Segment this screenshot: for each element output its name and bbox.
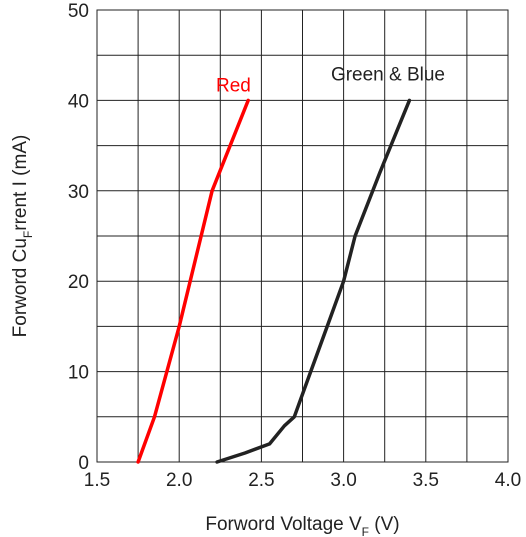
y-tick-label: 0 [78, 453, 89, 474]
y-tick-label: 10 [68, 363, 89, 384]
x-axis-label-suffix: (V) [369, 514, 400, 535]
y-tick-labels: 0 10 20 30 40 50 [68, 1, 89, 474]
y-tick-label: 40 [68, 91, 89, 112]
y-axis-label: Forword CuFrrent I (mA) [10, 135, 35, 338]
x-tick-labels: 1.5 2.0 2.5 3.0 3.5 4.0 [84, 470, 521, 491]
y-tick-label: 20 [68, 272, 89, 293]
series-line-green-blue [215, 98, 412, 464]
series-label-green-blue: Green & Blue [331, 65, 445, 86]
x-tick-label: 3.0 [330, 470, 356, 491]
x-axis-label-subscript: F [362, 525, 369, 537]
x-axis-label: Forword Voltage VF (V) [205, 514, 399, 537]
y-axis-label-subscript: F [21, 231, 35, 238]
x-axis-label-text: Forword Voltage V [205, 514, 362, 535]
x-tick-label: 1.5 [84, 470, 110, 491]
series-line-red [136, 98, 250, 464]
y-axis-label-suffix: rrent I (mA) [10, 135, 31, 231]
series-label-red: Red [216, 75, 251, 96]
plot-frame [96, 9, 509, 463]
x-tick-label: 3.5 [413, 470, 439, 491]
x-tick-label: 2.0 [166, 470, 192, 491]
x-tick-label: 2.5 [248, 470, 274, 491]
y-tick-label: 50 [68, 1, 89, 22]
y-axis-label-text: Forword Cu [10, 238, 31, 337]
y-tick-label: 30 [68, 182, 89, 203]
series-layer: Red Green & Blue [136, 65, 445, 464]
x-tick-label: 4.0 [495, 470, 521, 491]
